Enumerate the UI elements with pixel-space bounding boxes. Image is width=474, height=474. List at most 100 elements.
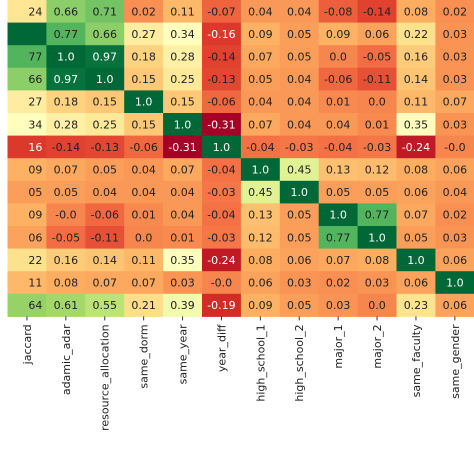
heatmap-cell-label: 0.04 bbox=[326, 118, 351, 131]
heatmap-cell-label: 0.08 bbox=[365, 254, 390, 267]
heatmap-cell bbox=[435, 271, 474, 295]
heatmap-cell-label: 0.18 bbox=[54, 96, 79, 109]
heatmap-cell bbox=[435, 180, 474, 204]
heatmap-cell bbox=[7, 203, 47, 227]
heatmap-cell-label: 0.02 bbox=[131, 5, 156, 18]
heatmap-cell bbox=[318, 113, 359, 137]
heatmap-cell bbox=[163, 293, 203, 317]
heatmap-cell-label: 0.05 bbox=[326, 186, 351, 199]
heatmap-cell bbox=[85, 22, 125, 46]
heatmap-cell-label: 0.16 bbox=[404, 51, 429, 64]
heatmap-cell-label: 0.05 bbox=[287, 209, 312, 222]
heatmap-cell bbox=[357, 113, 397, 137]
heatmap-cell-label: -0.06 bbox=[324, 73, 352, 86]
heatmap-cell-label: 0.05 bbox=[287, 231, 312, 244]
heatmap-cell-label: 0.04 bbox=[170, 186, 195, 199]
heatmap-cell bbox=[124, 180, 164, 204]
heatmap-cell-label: 0.07 bbox=[248, 51, 273, 64]
heatmap-cell-label: 1.0 bbox=[213, 141, 231, 154]
heatmap-cell bbox=[46, 180, 86, 204]
heatmap-cell-label: 0.45 bbox=[287, 164, 312, 177]
heatmap-cell bbox=[396, 293, 436, 317]
heatmap-cell-label: -0.13 bbox=[91, 141, 119, 154]
heatmap-cell-label: -0.04 bbox=[246, 141, 274, 154]
heatmap-cell bbox=[202, 22, 242, 46]
heatmap-cell bbox=[124, 67, 164, 91]
heatmap-cell-label: -0.04 bbox=[324, 141, 352, 154]
heatmap-cell-label: 64 bbox=[28, 299, 42, 312]
heatmap-cell bbox=[396, 203, 436, 227]
heatmap-cell bbox=[202, 271, 242, 295]
heatmap-cell bbox=[357, 0, 397, 24]
heatmap-cell-label: 0.35 bbox=[404, 118, 429, 131]
heatmap-cell bbox=[85, 90, 125, 114]
heatmap-cell bbox=[124, 135, 164, 159]
heatmap-cell-label: 0.77 bbox=[365, 209, 390, 222]
x-tick-label: high_school_2 bbox=[293, 324, 306, 401]
heatmap-cell bbox=[279, 22, 320, 46]
heatmap-cell bbox=[85, 293, 125, 317]
heatmap-cell-label: 0.35 bbox=[170, 254, 195, 267]
heatmap-cell bbox=[202, 158, 242, 182]
heatmap-cell-label: 0.14 bbox=[404, 73, 429, 86]
heatmap-cell bbox=[240, 203, 281, 227]
heatmap-cell-label: 0.11 bbox=[404, 96, 429, 109]
heatmap-cell-label: 1.0 bbox=[174, 118, 192, 131]
heatmap-cell-label: 0.01 bbox=[170, 231, 195, 244]
heatmap-cell bbox=[124, 293, 164, 317]
heatmap-cell bbox=[357, 203, 397, 227]
heatmap-cell-label: 0.04 bbox=[131, 164, 156, 177]
heatmap-cell-label: 11 bbox=[28, 277, 42, 290]
heatmap-cell-label: 0.04 bbox=[93, 186, 118, 199]
heatmap-cell bbox=[318, 248, 359, 272]
heatmap-cell bbox=[240, 0, 281, 24]
heatmap-cell bbox=[7, 67, 47, 91]
heatmap-cell-label: 0.09 bbox=[326, 28, 351, 41]
heatmap-cell bbox=[357, 226, 397, 250]
heatmap-cell bbox=[124, 22, 164, 46]
heatmap-cell bbox=[357, 158, 397, 182]
heatmap-cell-label: 0.13 bbox=[248, 209, 273, 222]
heatmap-cell bbox=[85, 0, 125, 24]
heatmap-cell-label: -0.06 bbox=[129, 141, 157, 154]
heatmap-cell bbox=[435, 248, 474, 272]
x-tick-label: adamic_adar bbox=[60, 324, 73, 395]
heatmap-cell-label: 0.18 bbox=[131, 51, 156, 64]
heatmap-cell-label: -0.04 bbox=[207, 164, 235, 177]
heatmap-cell-label: 0.03 bbox=[443, 51, 468, 64]
heatmap-cell bbox=[435, 203, 474, 227]
heatmap-cell-label: 0.02 bbox=[326, 277, 351, 290]
heatmap-cell bbox=[46, 135, 86, 159]
heatmap-cell-label: 0.06 bbox=[365, 28, 390, 41]
heatmap-cell bbox=[318, 180, 359, 204]
heatmap-cell-label: 0.07 bbox=[131, 277, 156, 290]
heatmap-cell bbox=[46, 0, 86, 24]
heatmap-cell-label: -0.03 bbox=[363, 141, 391, 154]
heatmap-cell-label: 1.0 bbox=[96, 73, 114, 86]
heatmap-cell-label: 0.0 bbox=[368, 299, 386, 312]
heatmap-cell-label: 0.01 bbox=[326, 96, 351, 109]
heatmap-cell-label: 0.11 bbox=[170, 5, 195, 18]
heatmap-cell bbox=[279, 67, 320, 91]
x-axis-tick-labels: jaccard adamic_adar resource_allocation sam… bbox=[21, 316, 462, 431]
heatmap-cell bbox=[279, 135, 320, 159]
heatmap-cell-label: 0.15 bbox=[170, 96, 195, 109]
heatmap-cell bbox=[85, 226, 125, 250]
heatmap-cell bbox=[163, 203, 203, 227]
heatmap-cell bbox=[435, 22, 474, 46]
heatmap-cell-label: 0.04 bbox=[131, 186, 156, 199]
heatmap-cell bbox=[240, 22, 281, 46]
heatmap-cell-label: 0.05 bbox=[365, 186, 390, 199]
heatmap-cell bbox=[46, 90, 86, 114]
heatmap-cell bbox=[163, 248, 203, 272]
heatmap-cell-label: 0.05 bbox=[287, 51, 312, 64]
heatmap-cell-label: 0.97 bbox=[93, 51, 118, 64]
heatmap-cell bbox=[202, 180, 242, 204]
heatmap-cell-label: -0.03 bbox=[207, 231, 235, 244]
heatmap-cell bbox=[46, 271, 86, 295]
heatmap-cell bbox=[357, 135, 397, 159]
heatmap-cell-label: 0.27 bbox=[131, 28, 156, 41]
heatmap-cell-label: 0.04 bbox=[443, 186, 468, 199]
heatmap-cell-label: -0.11 bbox=[363, 73, 391, 86]
